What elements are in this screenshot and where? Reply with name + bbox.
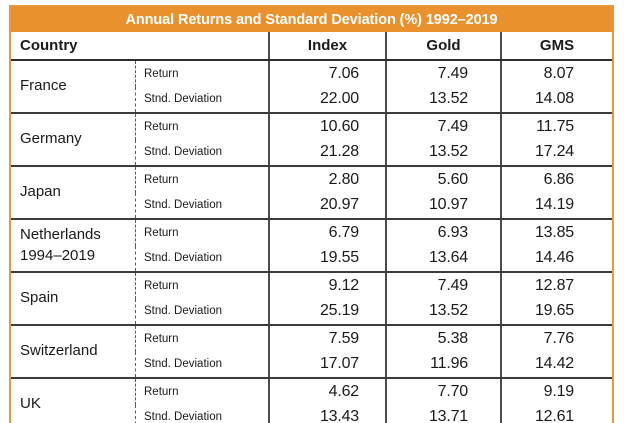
metric-label-return: Return [135, 167, 268, 193]
value-return-index: 7.06 [268, 61, 385, 87]
value-return-index: 6.79 [268, 220, 385, 246]
value-std-gold: 13.71 [385, 404, 500, 423]
country-name-line1: Spain [20, 289, 59, 307]
value-std-gms: 14.19 [500, 192, 612, 218]
country-name-line1: Switzerland [20, 342, 98, 360]
metric-label-return: Return [135, 61, 268, 87]
country-name: Switzerland [11, 326, 135, 377]
column-header-gold: Gold [385, 32, 500, 59]
metric-label-return: Return [135, 379, 268, 405]
value-std-gms: 14.08 [500, 86, 612, 112]
table-row-group: Netherlands 1994–2019 Return 6.79 6.93 13.85 S… [11, 218, 612, 271]
column-header-gms: GMS [500, 32, 612, 59]
metric-label-std: Stnd. Deviation [135, 351, 268, 377]
value-return-gold: 6.93 [385, 220, 500, 246]
country-name-line1: Netherlands [20, 226, 101, 244]
returns-table: Annual Returns and Standard Deviation (%… [9, 5, 614, 423]
value-return-index: 4.62 [268, 379, 385, 405]
table-title: Annual Returns and Standard Deviation (%… [11, 7, 612, 32]
value-std-index: 17.07 [268, 351, 385, 377]
table-header-row: Country Index Gold GMS [11, 32, 612, 61]
country-name: Germany [11, 114, 135, 165]
metric-label-std: Stnd. Deviation [135, 192, 268, 218]
country-name: France [11, 61, 135, 112]
value-return-gms: 9.19 [500, 379, 612, 405]
table-row-group: Germany Return 10.60 7.49 11.75 Stnd. Deviati… [11, 112, 612, 165]
value-return-gold: 5.60 [385, 167, 500, 193]
value-std-gold: 13.52 [385, 139, 500, 165]
metric-label-return: Return [135, 326, 268, 352]
value-return-index: 10.60 [268, 114, 385, 140]
country-name: Spain [11, 273, 135, 324]
value-std-index: 22.00 [268, 86, 385, 112]
value-std-index: 21.28 [268, 139, 385, 165]
metric-label-return: Return [135, 273, 268, 299]
value-std-gms: 17.24 [500, 139, 612, 165]
value-return-gms: 7.76 [500, 326, 612, 352]
metric-label-std: Stnd. Deviation [135, 139, 268, 165]
value-return-index: 9.12 [268, 273, 385, 299]
value-std-gold: 13.52 [385, 298, 500, 324]
metric-label-std: Stnd. Deviation [135, 404, 268, 423]
value-return-index: 2.80 [268, 167, 385, 193]
country-name-line1: Japan [20, 183, 61, 201]
value-std-gold: 10.97 [385, 192, 500, 218]
country-name: UK [11, 379, 135, 423]
metric-label-std: Stnd. Deviation [135, 245, 268, 271]
value-return-gold: 7.70 [385, 379, 500, 405]
value-std-gold: 11.96 [385, 351, 500, 377]
value-std-index: 20.97 [268, 192, 385, 218]
value-return-gold: 7.49 [385, 61, 500, 87]
table-row-group: France Return 7.06 7.49 8.07 Stnd. Deviation 2… [11, 61, 612, 112]
value-std-gms: 14.46 [500, 245, 612, 271]
metric-label-std: Stnd. Deviation [135, 86, 268, 112]
column-header-country: Country [20, 37, 78, 54]
value-std-gms: 12.61 [500, 404, 612, 423]
table-body: France Return 7.06 7.49 8.07 Stnd. Deviation 2… [11, 61, 612, 423]
value-return-gms: 11.75 [500, 114, 612, 140]
metric-label-std: Stnd. Deviation [135, 298, 268, 324]
table-row-group: Japan Return 2.80 5.60 6.86 Stnd. Deviation 20… [11, 165, 612, 218]
value-return-gold: 5.38 [385, 326, 500, 352]
value-return-gms: 6.86 [500, 167, 612, 193]
value-return-gms: 8.07 [500, 61, 612, 87]
value-return-gold: 7.49 [385, 114, 500, 140]
value-std-index: 13.43 [268, 404, 385, 423]
table-row-group: Spain Return 9.12 7.49 12.87 Stnd. Deviation 2… [11, 271, 612, 324]
value-std-index: 19.55 [268, 245, 385, 271]
country-name-line1: UK [20, 395, 41, 413]
country-name: Netherlands 1994–2019 [11, 220, 135, 271]
table-row-group: Switzerland Return 7.59 5.38 7.76 Stnd. Devia… [11, 324, 612, 377]
value-return-index: 7.59 [268, 326, 385, 352]
value-std-gms: 19.65 [500, 298, 612, 324]
value-std-index: 25.19 [268, 298, 385, 324]
country-name-line2: 1994–2019 [20, 246, 96, 264]
value-std-gms: 14.42 [500, 351, 612, 377]
value-return-gold: 7.49 [385, 273, 500, 299]
value-std-gold: 13.52 [385, 86, 500, 112]
table-row-group: UK Return 4.62 7.70 9.19 Stnd. Deviation 13.43… [11, 377, 612, 423]
column-header-index: Index [268, 32, 385, 59]
country-name-line1: Germany [20, 130, 82, 148]
metric-label-return: Return [135, 114, 268, 140]
value-return-gms: 12.87 [500, 273, 612, 299]
country-name: Japan [11, 167, 135, 218]
metric-label-return: Return [135, 220, 268, 246]
value-return-gms: 13.85 [500, 220, 612, 246]
country-name-line1: France [20, 77, 67, 95]
value-std-gold: 13.64 [385, 245, 500, 271]
